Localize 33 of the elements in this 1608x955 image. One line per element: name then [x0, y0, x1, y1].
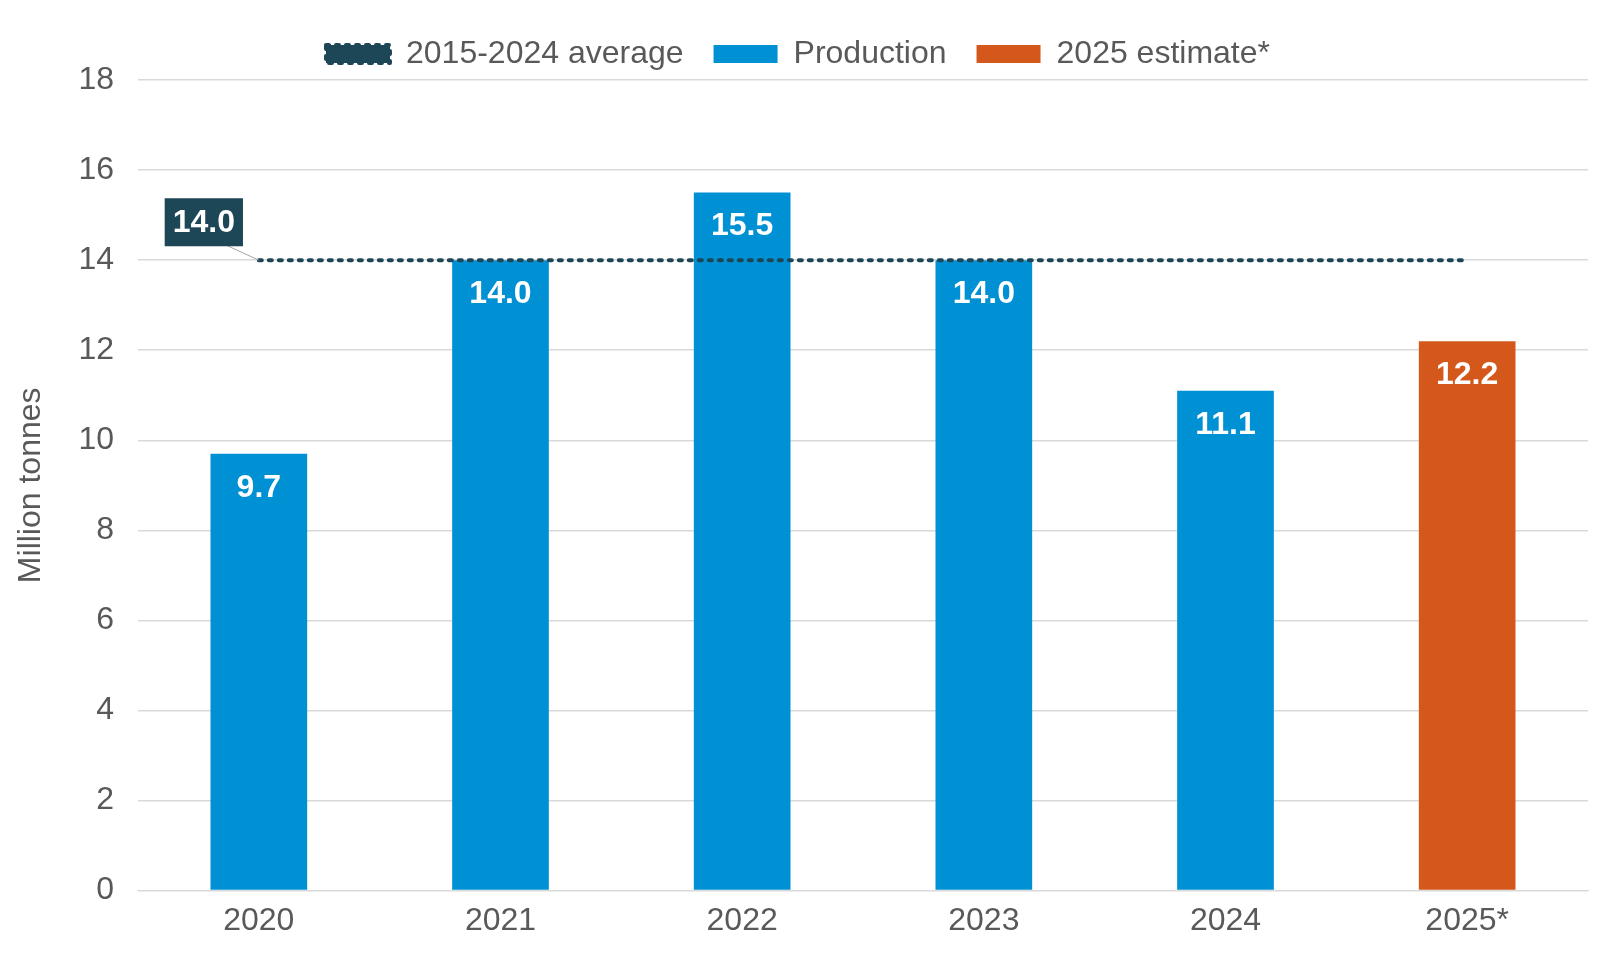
- bar: [210, 453, 308, 890]
- y-tick-label: 14: [78, 239, 114, 276]
- y-tick-label: 16: [78, 149, 114, 186]
- x-tick-label: 2021: [464, 900, 537, 937]
- legend-label: 2015-2024 average: [405, 33, 684, 70]
- x-tick-label: 2025*: [1425, 900, 1509, 937]
- legend-label: 2025 estimate*: [1056, 33, 1271, 70]
- y-tick-label: 12: [78, 330, 114, 367]
- y-tick-label: 8: [96, 510, 114, 547]
- y-tick-label: 0: [96, 870, 114, 907]
- data-label: 14.0: [952, 273, 1015, 310]
- y-axis-title: Million tonnes: [11, 387, 48, 584]
- data-label: 14.0: [172, 202, 235, 239]
- y-tick-label: 6: [96, 600, 114, 637]
- bar: [935, 260, 1033, 890]
- legend-label: Production: [793, 33, 947, 70]
- x-tick-label: 2020: [223, 900, 295, 937]
- x-tick-label: 2022: [706, 900, 778, 937]
- data-label: 14.0: [469, 273, 532, 310]
- bar: [1177, 390, 1274, 890]
- y-tick-label: 2: [96, 780, 114, 817]
- bar: [693, 192, 791, 890]
- x-tick-label: 2023: [948, 900, 1020, 937]
- y-tick-label: 10: [78, 420, 114, 457]
- data-label: 9.7: [236, 467, 282, 504]
- data-label: 15.5: [711, 206, 774, 243]
- data-label: 11.1: [1195, 404, 1256, 441]
- bar: [452, 260, 549, 890]
- y-tick-label: 18: [78, 59, 114, 96]
- y-tick-label: 4: [96, 690, 114, 727]
- data-label: 12.2: [1436, 355, 1499, 392]
- bar: [1418, 341, 1516, 890]
- x-tick-label: 2024: [1189, 900, 1262, 937]
